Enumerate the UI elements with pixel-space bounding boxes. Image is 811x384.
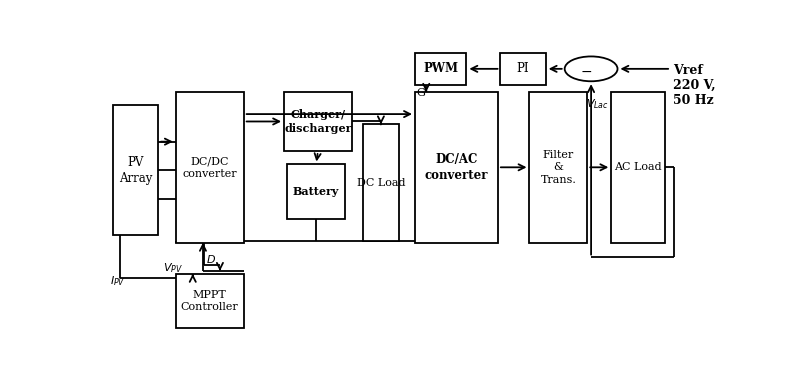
Text: $V_{Lac}$: $V_{Lac}$ [586,98,608,111]
Text: Vref
220 V,
50 Hz: Vref 220 V, 50 Hz [672,64,714,107]
Bar [113,105,158,235]
Bar [414,92,497,243]
Circle shape [564,56,617,81]
Text: PI: PI [516,62,529,75]
Text: $I_{PV}$: $I_{PV}$ [109,274,125,288]
Text: MPPT
Controller: MPPT Controller [181,290,238,312]
Bar [414,53,466,85]
Bar [500,53,545,85]
Bar [529,92,586,243]
Bar [611,92,664,243]
Text: DC/AC
converter: DC/AC converter [424,153,487,182]
Text: DC Load: DC Load [356,178,405,188]
Text: $D$: $D$ [206,253,216,265]
Text: −: − [580,65,591,79]
Bar [175,274,243,328]
Text: $V_{PV}$: $V_{PV}$ [163,261,183,275]
Text: PWM: PWM [423,62,457,75]
Bar [363,124,399,241]
Bar [287,164,345,219]
Bar [284,92,351,151]
Text: Battery: Battery [293,186,339,197]
Text: AC Load: AC Load [613,162,661,172]
Text: PV
Array: PV Array [118,156,152,185]
Text: G: G [416,88,425,98]
Text: Filter
&
Trans.: Filter & Trans. [540,150,576,185]
Text: Charger/
discharger: Charger/ discharger [284,109,351,134]
Text: DC/DC
converter: DC/DC converter [182,156,237,179]
Bar [175,92,243,243]
